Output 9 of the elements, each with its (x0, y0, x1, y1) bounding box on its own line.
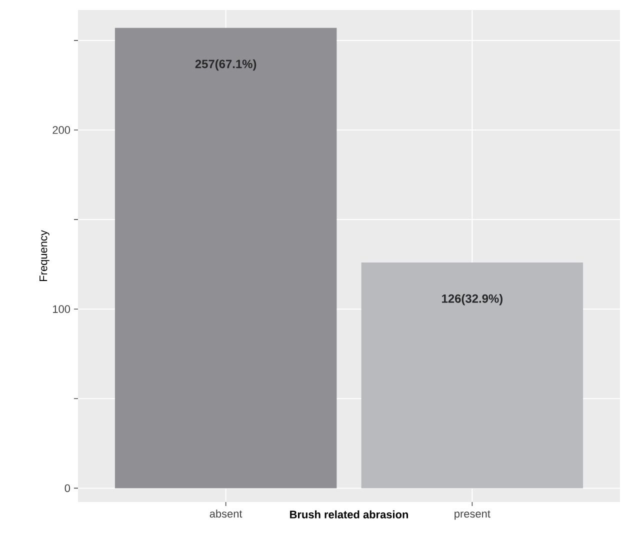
y-tick-label: 0 (64, 484, 70, 492)
data-label: 257(67.1%) (195, 59, 256, 71)
y-axis-title: Frequency (40, 230, 50, 281)
data-label: 126(32.9%) (442, 294, 502, 306)
y-tick-label: 200 (52, 126, 70, 134)
y-tick-label: 100 (53, 305, 70, 313)
x-tick-label: present (454, 510, 490, 520)
x-axis-title: Brush related abrasion (290, 510, 408, 518)
x-tick-label: absent (210, 510, 242, 518)
